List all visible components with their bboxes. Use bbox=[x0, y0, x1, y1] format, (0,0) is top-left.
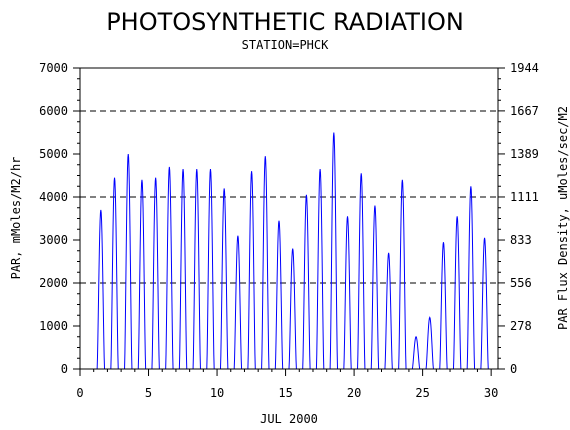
series-day-trace bbox=[217, 188, 231, 370]
y-tick-label: 3000 bbox=[39, 233, 68, 247]
series-day-trace bbox=[244, 171, 259, 370]
series-day-trace bbox=[189, 168, 204, 370]
y-tick-label: 2000 bbox=[39, 276, 68, 290]
series-day-trace bbox=[395, 179, 409, 370]
series-day-trace bbox=[340, 216, 355, 370]
x-axis-label: JUL 2000 bbox=[260, 412, 318, 426]
y-tick-label: 5000 bbox=[39, 147, 68, 161]
series-day-trace bbox=[285, 248, 300, 370]
y2-tick-label: 1111 bbox=[510, 190, 539, 204]
y2-tick-label: 833 bbox=[510, 233, 532, 247]
chart-subtitle: STATION=PHCK bbox=[242, 38, 329, 52]
series-day-trace bbox=[408, 335, 423, 370]
plot-area-frame bbox=[79, 67, 499, 370]
series-day-trace bbox=[312, 168, 327, 370]
x-tick-label: 10 bbox=[210, 386, 224, 400]
y2-tick-label: 0 bbox=[510, 362, 517, 376]
y2-tick-label: 1389 bbox=[510, 147, 539, 161]
series-day-trace bbox=[477, 237, 492, 370]
series-day-trace bbox=[381, 252, 396, 370]
y2-tick-label: 556 bbox=[510, 276, 532, 290]
series-day-trace bbox=[203, 168, 218, 370]
x-tick-label: 20 bbox=[347, 386, 361, 400]
y-axis-right: 0 278 556 833 1111 1389 1667 1944 bbox=[498, 61, 539, 376]
y-axis-label: PAR, mMoles/M2/hr bbox=[9, 157, 23, 280]
x-axis: 0 5 10 15 20 25 30 bbox=[76, 369, 498, 400]
y-axis-left: 0 1000 2000 3000 4000 5000 6000 7000 bbox=[39, 61, 80, 376]
x-tick-label: 30 bbox=[484, 386, 498, 400]
series-day-trace bbox=[326, 132, 341, 370]
series-day-trace bbox=[271, 220, 286, 370]
series-day-trace bbox=[93, 209, 108, 370]
y2-tick-label: 1944 bbox=[510, 61, 539, 75]
series-day-trace bbox=[367, 205, 382, 370]
series-day-trace bbox=[436, 242, 451, 370]
series-day-trace bbox=[354, 173, 368, 370]
series-day-trace bbox=[107, 177, 122, 370]
y-tick-label: 6000 bbox=[39, 104, 68, 118]
series-day-trace bbox=[134, 179, 149, 370]
series-day-trace bbox=[299, 194, 313, 370]
series-day-trace bbox=[148, 177, 163, 370]
series-day-trace bbox=[422, 316, 437, 370]
series-day-trace bbox=[450, 216, 464, 370]
series-day-trace bbox=[463, 186, 478, 370]
series-day-trace bbox=[230, 235, 245, 370]
y2-tick-label: 278 bbox=[510, 319, 532, 333]
series-day-trace bbox=[175, 168, 190, 370]
series-day-trace bbox=[121, 153, 135, 370]
series-layer bbox=[93, 132, 492, 370]
y-tick-label: 1000 bbox=[39, 319, 68, 333]
series-day-trace bbox=[258, 156, 272, 370]
series-day-trace bbox=[162, 166, 176, 370]
y2-axis-label: PAR Flux Density, uMoles/sec/M2 bbox=[556, 106, 570, 330]
x-tick-label: 25 bbox=[415, 386, 429, 400]
x-tick-label: 0 bbox=[76, 386, 83, 400]
y2-tick-label: 1667 bbox=[510, 104, 539, 118]
chart-title: PHOTOSYNTHETIC RADIATION bbox=[106, 8, 464, 36]
y-tick-label: 4000 bbox=[39, 190, 68, 204]
y-tick-label: 7000 bbox=[39, 61, 68, 75]
x-tick-label: 5 bbox=[145, 386, 152, 400]
x-tick-label: 15 bbox=[278, 386, 292, 400]
y-tick-label: 0 bbox=[61, 362, 68, 376]
